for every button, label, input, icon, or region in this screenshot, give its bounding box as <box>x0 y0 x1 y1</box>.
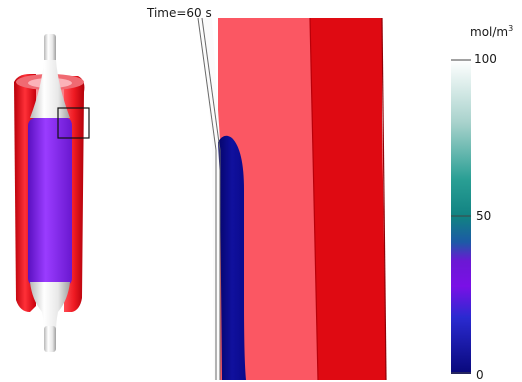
balloon-bottom-cone <box>30 282 70 332</box>
zoom-vessel-outer-layer <box>310 18 386 380</box>
time-label: Time=60 s <box>147 6 212 20</box>
colorbar-gradient <box>451 60 471 374</box>
overview-model <box>14 34 90 352</box>
zoom-layer-boundary <box>309 17 319 380</box>
zoom-drug-concentration <box>218 135 246 380</box>
colorbar-unit-exponent: 3 <box>508 24 514 33</box>
zoom-region-box <box>57 107 90 139</box>
colorbar-unit-base: mol/m <box>470 25 509 39</box>
catheter-shaft-bottom <box>44 326 56 352</box>
colorbar-unit-label: mol/m3 <box>470 22 513 39</box>
colorbar-tick-label-mid: 50 <box>476 209 492 223</box>
colorbar-tick-label-max: 100 <box>474 52 497 66</box>
zoom-balloon-surface <box>200 18 220 380</box>
color-legend <box>451 59 471 374</box>
zoom-guide-line <box>197 17 217 151</box>
zoom-outer-edge <box>381 17 387 380</box>
catheter-shaft-top <box>44 34 56 64</box>
zoom-detail-view <box>197 17 387 380</box>
balloon-top-cone <box>30 60 70 118</box>
colorbar-tick-label-min: 0 <box>476 368 484 382</box>
zoom-guide-line <box>201 17 221 151</box>
drug-coating <box>28 118 72 286</box>
